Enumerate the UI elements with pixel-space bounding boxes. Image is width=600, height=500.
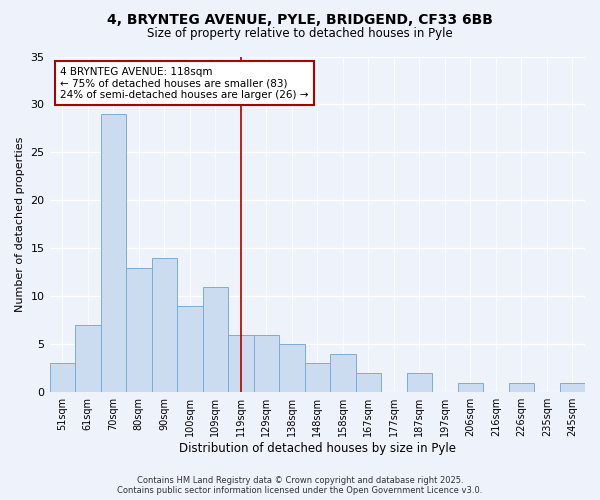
Bar bbox=[509, 382, 534, 392]
Bar bbox=[458, 382, 483, 392]
X-axis label: Distribution of detached houses by size in Pyle: Distribution of detached houses by size … bbox=[179, 442, 456, 455]
Bar bbox=[356, 373, 381, 392]
Bar bbox=[305, 364, 330, 392]
Bar bbox=[330, 354, 356, 392]
Bar bbox=[177, 306, 203, 392]
Text: Contains HM Land Registry data © Crown copyright and database right 2025.
Contai: Contains HM Land Registry data © Crown c… bbox=[118, 476, 482, 495]
Bar bbox=[203, 286, 228, 392]
Y-axis label: Number of detached properties: Number of detached properties bbox=[15, 136, 25, 312]
Bar bbox=[152, 258, 177, 392]
Bar bbox=[254, 334, 279, 392]
Bar bbox=[50, 364, 75, 392]
Bar bbox=[560, 382, 585, 392]
Bar bbox=[407, 373, 432, 392]
Text: 4 BRYNTEG AVENUE: 118sqm
← 75% of detached houses are smaller (83)
24% of semi-d: 4 BRYNTEG AVENUE: 118sqm ← 75% of detach… bbox=[60, 66, 309, 100]
Bar bbox=[228, 334, 254, 392]
Text: Size of property relative to detached houses in Pyle: Size of property relative to detached ho… bbox=[147, 28, 453, 40]
Bar bbox=[101, 114, 126, 392]
Text: 4, BRYNTEG AVENUE, PYLE, BRIDGEND, CF33 6BB: 4, BRYNTEG AVENUE, PYLE, BRIDGEND, CF33 … bbox=[107, 12, 493, 26]
Bar bbox=[279, 344, 305, 392]
Bar bbox=[126, 268, 152, 392]
Bar bbox=[75, 325, 101, 392]
